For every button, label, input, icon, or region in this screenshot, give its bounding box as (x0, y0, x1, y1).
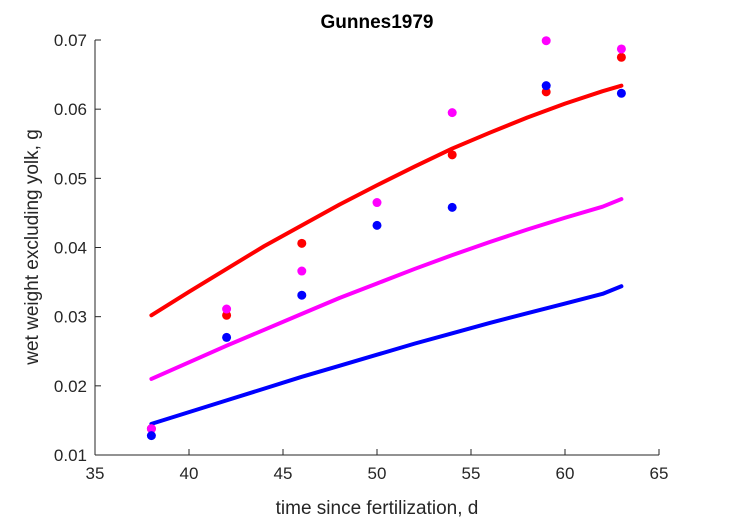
x-tick-label: 35 (86, 464, 105, 483)
series-1-data-point (297, 266, 307, 276)
series-0-data-point (447, 150, 457, 160)
series-2-data-point (372, 220, 382, 230)
x-tick-label: 45 (274, 464, 293, 483)
x-tick-label: 65 (650, 464, 669, 483)
y-tick-label: 0.05 (54, 169, 87, 188)
series-0-data-point (616, 52, 626, 62)
plot-area (146, 36, 626, 441)
series-1-data-point (616, 44, 626, 54)
y-tick-label: 0.04 (54, 239, 87, 258)
series-1-fit-line (149, 197, 624, 381)
series-2-data-point (297, 290, 307, 300)
x-tick-label: 40 (180, 464, 199, 483)
series-1-data-point (447, 108, 457, 118)
x-tick-label: 55 (462, 464, 481, 483)
y-tick-label: 0.03 (54, 308, 87, 327)
series-1-data-point (222, 304, 232, 314)
series-0-data-point (297, 238, 307, 248)
y-tick-label: 0.07 (54, 31, 87, 50)
series-0-fit-line (149, 83, 624, 318)
x-tick-label: 60 (556, 464, 575, 483)
y-tick-label: 0.02 (54, 377, 87, 396)
series-2-data-point (616, 88, 626, 98)
y-axis-label: wet weight excluding yolk, g (22, 129, 43, 366)
x-tick-label: 50 (368, 464, 387, 483)
y-ticks: 0.01 0.02 0.03 0.04 0.05 0.06 0.07 (54, 31, 101, 465)
series-2-fit-line (149, 284, 624, 426)
x-ticks: 35 40 45 50 55 60 65 (86, 449, 669, 483)
chart-title: Gunnes1979 (321, 12, 434, 33)
series-0-data-point (222, 310, 232, 320)
series-2-data-point (222, 332, 232, 342)
x-axis-label: time since fertilization, d (276, 498, 479, 519)
series-0-data-point (541, 87, 551, 97)
y-tick-label: 0.06 (54, 100, 87, 119)
y-tick-label: 0.01 (54, 446, 87, 465)
series-2-data-point (146, 431, 156, 441)
series-2-data-point (541, 81, 551, 91)
series-1-data-point (372, 198, 382, 208)
series-2-data-point (447, 202, 457, 212)
series-1-data-point (146, 424, 156, 434)
series-1-data-point (541, 36, 551, 46)
